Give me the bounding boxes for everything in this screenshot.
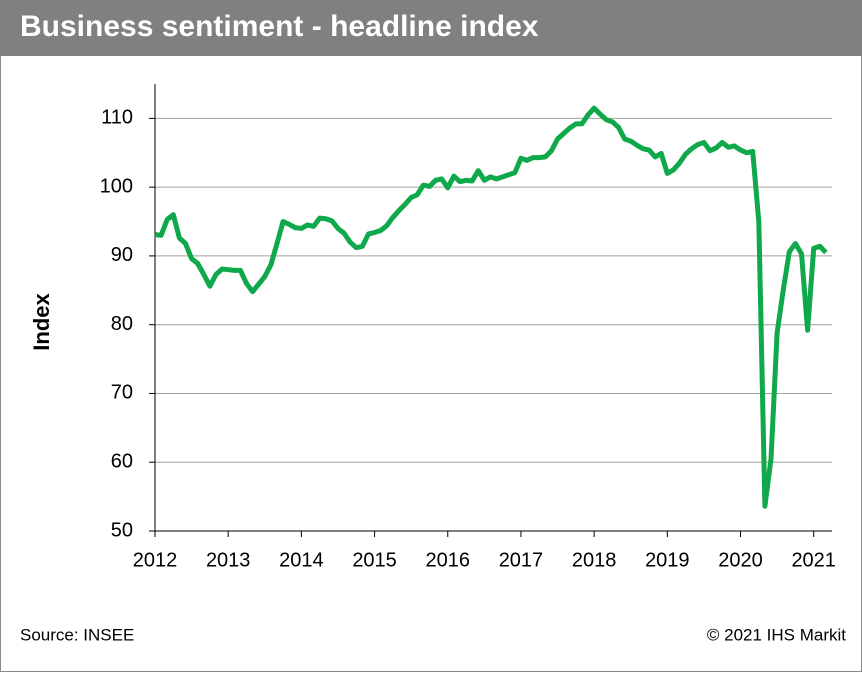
x-tick-label: 2021 [791,549,836,571]
source: Source: INSEE [20,625,134,644]
y-tick-label: 80 [111,313,133,335]
y-tick-label: 60 [111,451,133,473]
series-line [154,105,828,509]
y-tick-label: 70 [111,382,133,404]
x-tick-label: 2016 [426,549,471,571]
y-tick-label: 110 [101,107,133,129]
x-tick-label: 2019 [645,549,690,571]
x-tick-label: 2012 [133,549,178,571]
y-tick-label: 100 [100,175,133,197]
copyright: © 2021 IHS Markit [707,625,846,644]
x-tick-label: 2013 [206,549,251,571]
y-tick-label: 50 [111,519,133,541]
y-tick-label: 90 [111,244,133,266]
x-tick-label: 2017 [499,549,544,571]
x-tick-label: 2014 [279,549,324,571]
chart-title: Business sentiment - headline index [20,10,539,43]
y-axis-label: Index [29,293,54,351]
x-tick-label: 2018 [572,549,617,571]
x-tick-label: 2015 [352,549,397,571]
header-bar [0,0,862,56]
x-tick-label: 2020 [718,549,763,571]
